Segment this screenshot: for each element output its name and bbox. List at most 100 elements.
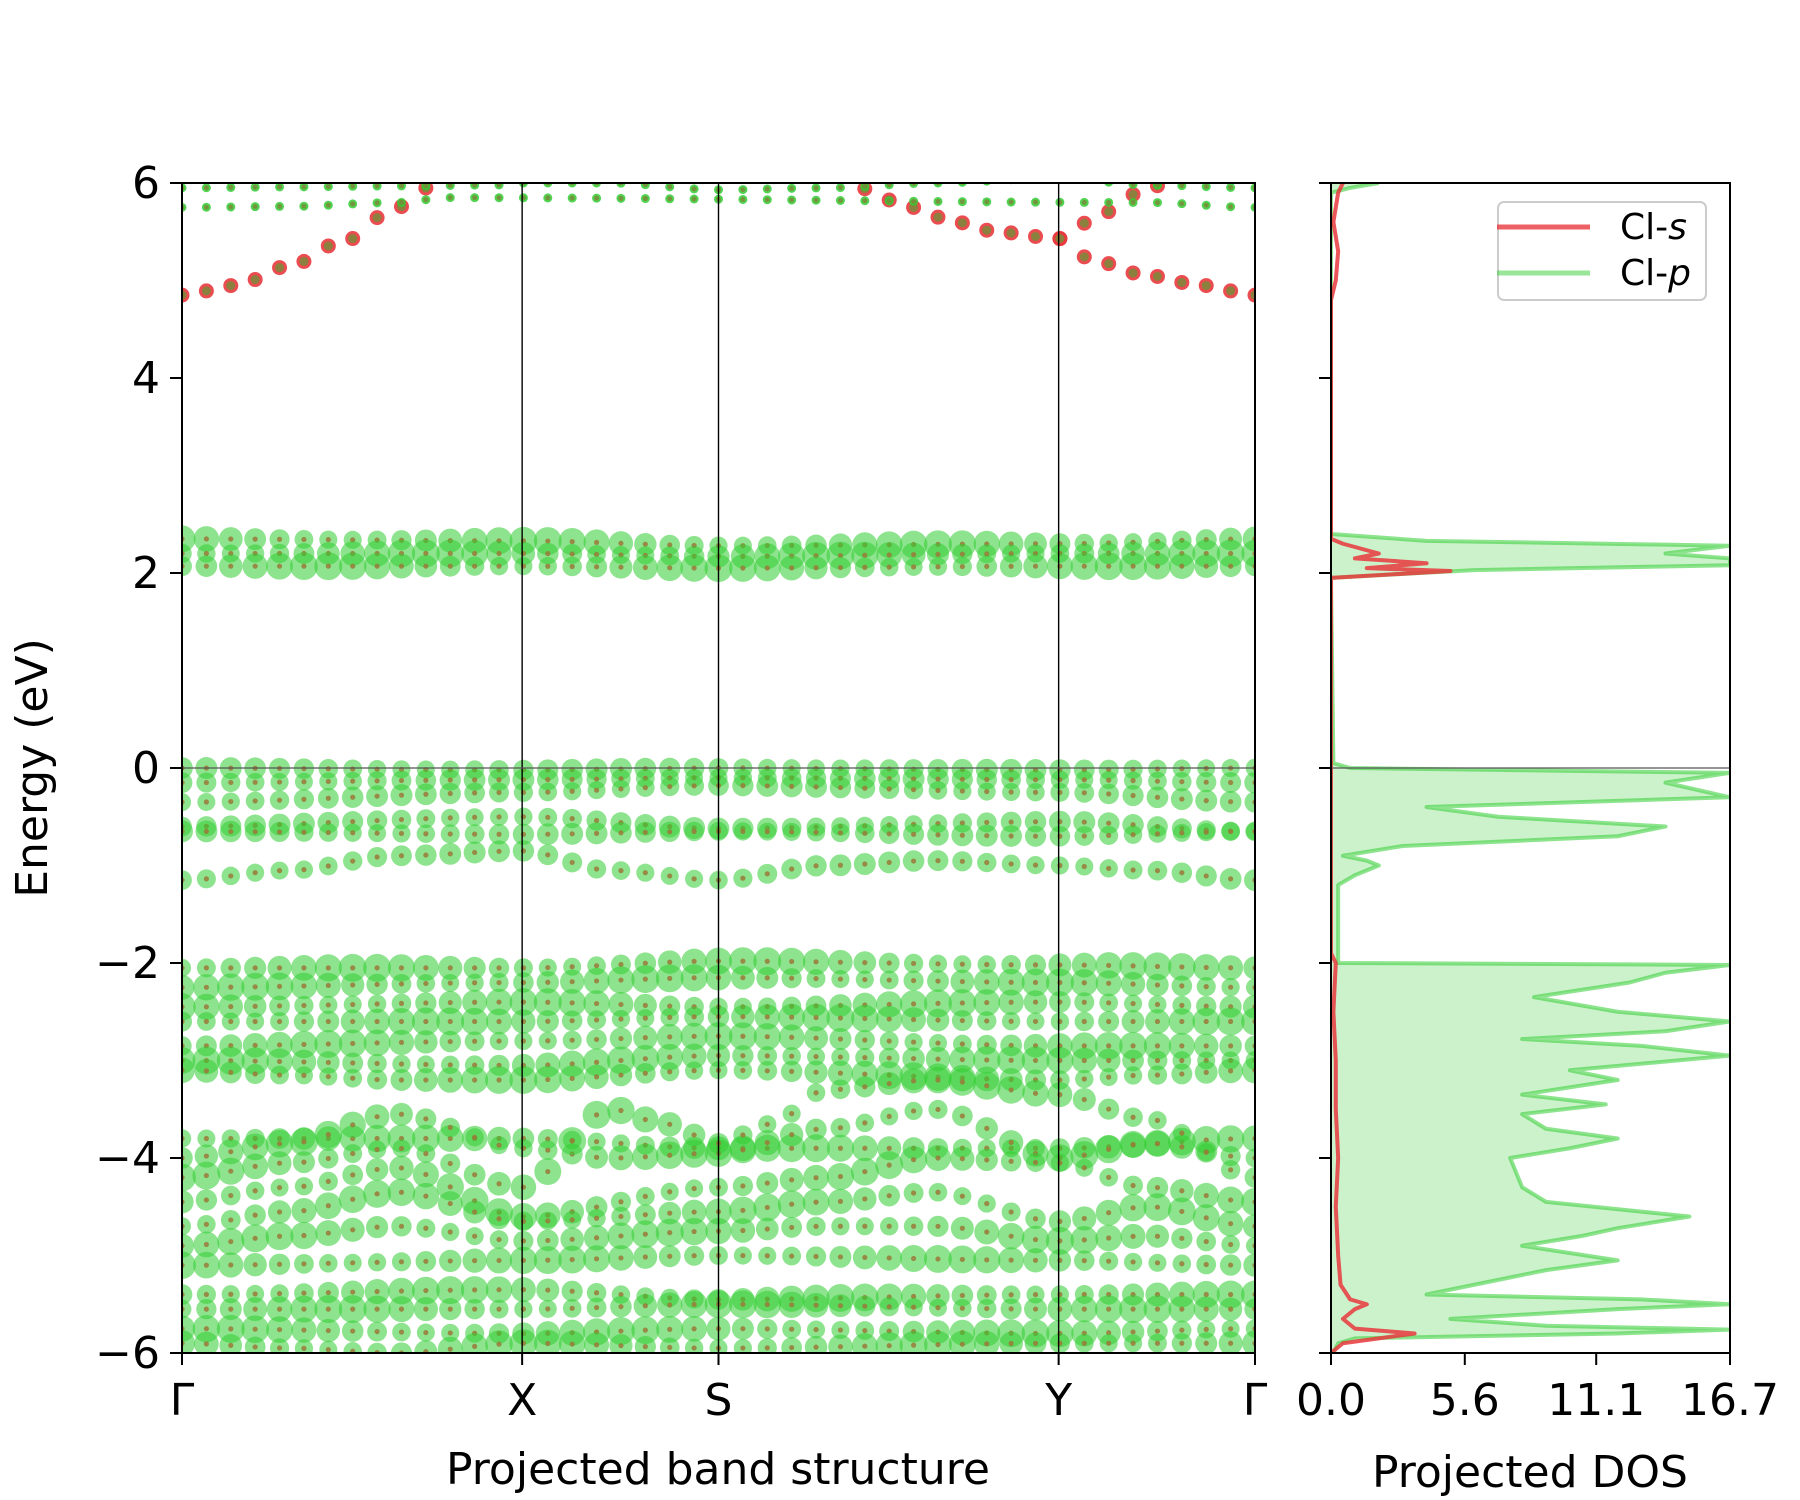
band-point bbox=[1174, 163, 1189, 178]
band-point-core bbox=[1179, 183, 1185, 189]
band-point bbox=[1244, 556, 1255, 577]
band-point-core bbox=[569, 539, 575, 545]
band-point-core bbox=[959, 788, 965, 794]
band-point-core bbox=[495, 140, 504, 149]
band-point-core bbox=[1201, 281, 1211, 291]
band-point-core bbox=[1008, 563, 1014, 569]
band-point-core bbox=[1203, 779, 1209, 785]
band-point-core bbox=[910, 1016, 917, 1023]
band-point-core bbox=[1228, 184, 1234, 190]
band-point-core bbox=[1154, 1306, 1161, 1312]
band-point-core bbox=[447, 777, 453, 783]
band-point-core bbox=[594, 195, 600, 201]
band-point-core bbox=[984, 1125, 990, 1131]
band-point-core bbox=[886, 1193, 892, 1199]
band-point-core bbox=[496, 789, 502, 796]
band-point-core bbox=[472, 1233, 478, 1239]
band-point-core bbox=[1081, 790, 1087, 796]
legend-label-cl-p: Cl-p bbox=[1620, 253, 1691, 294]
band-point-core bbox=[496, 1077, 502, 1083]
band-point-core bbox=[447, 790, 453, 797]
band-point-core bbox=[1008, 1233, 1014, 1239]
band-point-core bbox=[374, 817, 380, 824]
band-point-core bbox=[1228, 1241, 1234, 1248]
band-point-core bbox=[423, 183, 429, 189]
band-point bbox=[982, 183, 991, 186]
band-point-core bbox=[447, 1018, 453, 1025]
band-point-core bbox=[764, 1226, 770, 1232]
band-point bbox=[182, 1284, 193, 1305]
band-point-core bbox=[959, 832, 965, 838]
band-point-core bbox=[301, 1345, 307, 1351]
band-point-core bbox=[398, 1288, 405, 1294]
band-point-core bbox=[252, 1326, 258, 1332]
band-point-core bbox=[1032, 1291, 1039, 1298]
band-point-core bbox=[496, 1018, 502, 1025]
band-point-core bbox=[691, 1151, 697, 1157]
band-point-core bbox=[984, 776, 990, 783]
band-point-core bbox=[935, 776, 941, 782]
band-point-core bbox=[1154, 1141, 1161, 1147]
band-point-core bbox=[959, 1000, 965, 1006]
band-point-core bbox=[350, 1018, 356, 1025]
band-point-core bbox=[1008, 1257, 1014, 1263]
band-point-core bbox=[886, 1343, 892, 1349]
band-d-2 bbox=[182, 964, 1255, 1001]
band-point-core bbox=[276, 829, 283, 835]
band-point-core bbox=[1179, 870, 1185, 876]
band-point-core bbox=[374, 1076, 380, 1083]
band-point-core bbox=[447, 1077, 453, 1083]
band-point-core bbox=[203, 1135, 209, 1142]
band-point-core bbox=[667, 1069, 673, 1075]
band-point-core bbox=[642, 183, 648, 188]
band-point-core bbox=[543, 122, 552, 131]
band-point-core bbox=[398, 981, 405, 987]
band-point-core bbox=[935, 198, 941, 204]
band-point-core bbox=[740, 1252, 746, 1259]
band-point-core bbox=[1081, 863, 1087, 870]
band-point bbox=[182, 958, 192, 977]
band-point-core bbox=[813, 959, 819, 965]
band-point-core bbox=[472, 831, 478, 837]
band-point-core bbox=[984, 1057, 990, 1063]
band-point-core bbox=[1055, 234, 1065, 244]
band-point-core bbox=[1032, 1090, 1039, 1096]
band-point-core bbox=[667, 1326, 673, 1332]
band-point-core bbox=[1154, 868, 1161, 874]
band-point-core bbox=[545, 964, 551, 971]
band-d-13 bbox=[182, 1215, 1255, 1258]
band-point-core bbox=[886, 1162, 892, 1168]
band-point-core bbox=[593, 551, 600, 558]
band-point-core bbox=[813, 1126, 819, 1132]
band-point-core bbox=[325, 795, 331, 801]
band-point-core bbox=[472, 790, 478, 796]
band-point-core bbox=[837, 197, 843, 203]
band-point-core bbox=[1106, 962, 1112, 969]
band-point-core bbox=[1106, 980, 1112, 986]
band-point-core bbox=[1228, 779, 1234, 786]
band-point-core bbox=[423, 1077, 429, 1083]
band-point-core bbox=[545, 1038, 551, 1044]
band-point-core bbox=[545, 1136, 551, 1142]
band-point-core bbox=[618, 1304, 624, 1310]
band-structure-panel: −6 −4 −2 0 2 4 6 Γ X S Y Γ Projected band structur… bbox=[7, 122, 1268, 1495]
band-point-core bbox=[837, 862, 844, 868]
band-point-core bbox=[813, 829, 819, 835]
band-point-core bbox=[350, 818, 356, 825]
band-point-core bbox=[472, 849, 478, 856]
band-point-core bbox=[252, 1291, 258, 1297]
band-point-core bbox=[1203, 1149, 1209, 1155]
band-point-core bbox=[789, 1068, 795, 1075]
band-point-core bbox=[740, 958, 746, 964]
band-point bbox=[182, 1299, 192, 1319]
band-point-core bbox=[325, 1327, 331, 1334]
band-point-core bbox=[910, 1039, 917, 1045]
band-point-core bbox=[350, 1040, 356, 1047]
band-point-core bbox=[862, 830, 868, 836]
band-point-core bbox=[667, 1189, 673, 1195]
band-point-core bbox=[862, 564, 868, 570]
band-v-6 bbox=[182, 840, 1255, 892]
band-point-core bbox=[228, 1004, 234, 1010]
band-point-core bbox=[789, 1224, 795, 1231]
band-point bbox=[1245, 978, 1255, 997]
